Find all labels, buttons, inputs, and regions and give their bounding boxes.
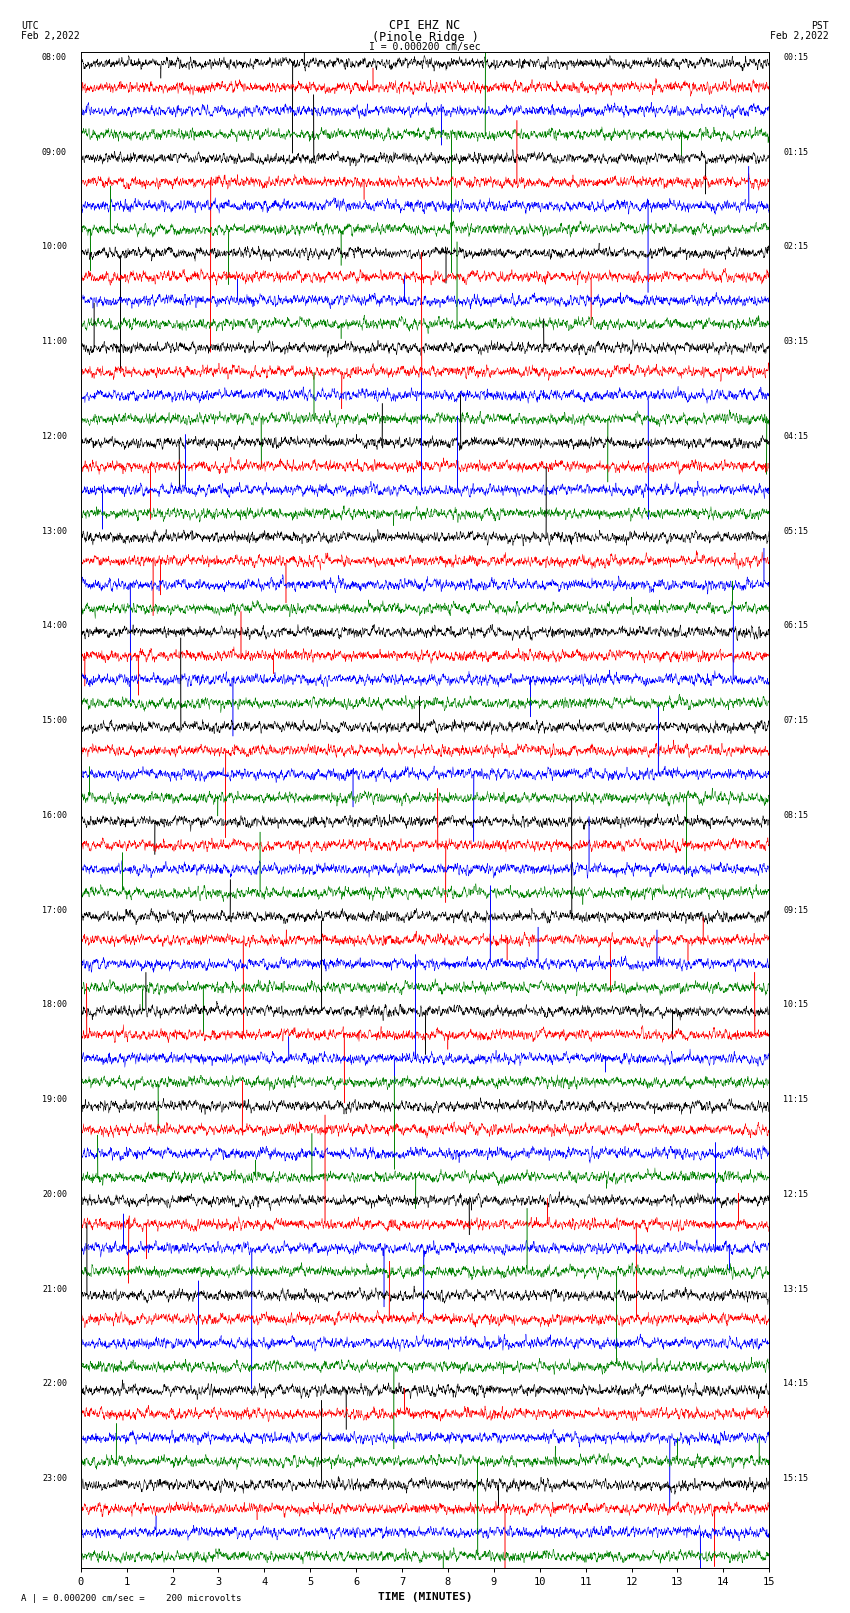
- Text: UTC: UTC: [21, 21, 39, 31]
- Text: 10:00: 10:00: [42, 242, 67, 252]
- Text: 20:00: 20:00: [42, 1190, 67, 1198]
- Text: 14:00: 14:00: [42, 621, 67, 631]
- Text: 08:15: 08:15: [783, 811, 808, 819]
- Text: 19:00: 19:00: [42, 1095, 67, 1105]
- Text: 02:15: 02:15: [783, 242, 808, 252]
- X-axis label: TIME (MINUTES): TIME (MINUTES): [377, 1592, 473, 1602]
- Text: 06:15: 06:15: [783, 621, 808, 631]
- Text: 00:15: 00:15: [783, 53, 808, 61]
- Text: Feb 2,2022: Feb 2,2022: [21, 31, 80, 40]
- Text: 09:15: 09:15: [783, 905, 808, 915]
- Text: 23:00: 23:00: [42, 1474, 67, 1484]
- Text: 22:00: 22:00: [42, 1379, 67, 1389]
- Text: 03:15: 03:15: [783, 337, 808, 347]
- Text: I = 0.000200 cm/sec: I = 0.000200 cm/sec: [369, 42, 481, 52]
- Text: 10:15: 10:15: [783, 1000, 808, 1010]
- Text: 17:00: 17:00: [42, 905, 67, 915]
- Text: 21:00: 21:00: [42, 1284, 67, 1294]
- Text: 09:00: 09:00: [42, 147, 67, 156]
- Text: 15:00: 15:00: [42, 716, 67, 726]
- Text: 05:15: 05:15: [783, 526, 808, 536]
- Text: (Pinole Ridge ): (Pinole Ridge ): [371, 31, 479, 44]
- Text: Feb 2,2022: Feb 2,2022: [770, 31, 829, 40]
- Text: 18:00: 18:00: [42, 1000, 67, 1010]
- Text: A | = 0.000200 cm/sec =    200 microvolts: A | = 0.000200 cm/sec = 200 microvolts: [21, 1594, 241, 1603]
- Text: 12:00: 12:00: [42, 432, 67, 440]
- Text: 13:15: 13:15: [783, 1284, 808, 1294]
- Text: 07:15: 07:15: [783, 716, 808, 726]
- Text: 14:15: 14:15: [783, 1379, 808, 1389]
- Text: 15:15: 15:15: [783, 1474, 808, 1484]
- Text: PST: PST: [811, 21, 829, 31]
- Text: 16:00: 16:00: [42, 811, 67, 819]
- Text: CPI EHZ NC: CPI EHZ NC: [389, 19, 461, 32]
- Text: 11:00: 11:00: [42, 337, 67, 347]
- Text: 12:15: 12:15: [783, 1190, 808, 1198]
- Text: 11:15: 11:15: [783, 1095, 808, 1105]
- Text: 08:00: 08:00: [42, 53, 67, 61]
- Text: 04:15: 04:15: [783, 432, 808, 440]
- Text: 01:15: 01:15: [783, 147, 808, 156]
- Text: 13:00: 13:00: [42, 526, 67, 536]
